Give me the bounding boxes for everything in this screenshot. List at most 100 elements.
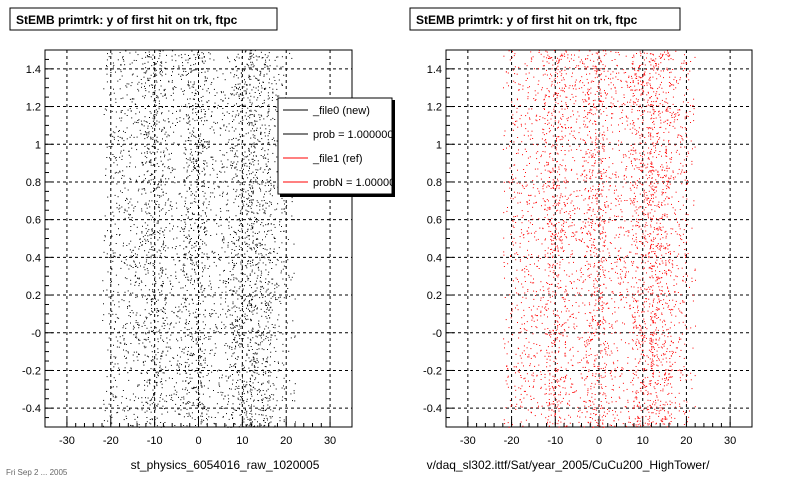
scatter-point [220,160,222,162]
scatter-point [262,398,264,400]
scatter-point [264,193,265,195]
scatter-point [250,419,252,421]
scatter-point [236,74,238,76]
scatter-point [204,77,206,79]
scatter-point [179,363,181,365]
scatter-point [169,339,171,341]
scatter-point [157,341,159,343]
scatter-point [577,415,578,417]
scatter-point [151,230,153,232]
scatter-point [119,336,121,338]
scatter-point [262,143,264,144]
scatter-point [129,201,131,203]
scatter-point [186,290,188,291]
scatter-point [147,170,149,172]
scatter-point [149,400,151,402]
scatter-point [122,245,124,247]
scatter-point [249,385,251,386]
scatter-point [614,59,616,60]
scatter-point [171,170,173,172]
scatter-point [235,341,237,343]
scatter-point [168,168,170,170]
scatter-point [160,85,162,87]
scatter-point [161,130,163,132]
scatter-point [197,336,199,338]
scatter-point [251,311,253,313]
scatter-point [208,204,210,205]
scatter-point [672,309,674,311]
scatter-point [198,390,199,392]
scatter-point [195,317,197,319]
scatter-point [257,343,259,345]
scatter-point [182,270,184,272]
scatter-point [210,116,212,117]
scatter-point [182,348,184,350]
scatter-point [191,255,193,256]
scatter-point [192,130,194,132]
scatter-point [199,401,201,403]
scatter-point [237,370,239,372]
scatter-point [523,256,525,257]
scatter-point [257,177,258,179]
scatter-point [141,83,143,85]
scatter-point [181,364,182,366]
scatter-point [247,115,249,117]
scatter-point [244,386,245,388]
scatter-point [149,175,151,176]
scatter-point [265,207,267,209]
scatter-point [235,215,237,217]
scatter-point [124,210,126,212]
scatter-point [200,421,202,423]
scatter-point [652,354,654,356]
scatter-point [185,403,187,404]
scatter-point [241,297,243,299]
scatter-point [181,196,183,198]
scatter-point [637,214,639,216]
scatter-point [185,319,187,321]
scatter-point [250,398,252,400]
scatter-point [183,167,185,169]
scatter-point [233,188,235,190]
scatter-point [164,156,165,158]
scatter-point [127,351,129,353]
scatter-point [214,102,216,104]
scatter-point [195,338,197,340]
scatter-point [592,373,594,375]
scatter-point [563,79,565,81]
scatter-point [200,404,202,406]
scatter-point [205,198,207,200]
scatter-point [123,339,125,341]
scatter-point [252,353,254,355]
scatter-point [679,356,681,357]
scatter-point [137,88,139,90]
scatter-point [235,320,237,322]
scatter-point [268,104,270,106]
scatter-point [179,109,181,111]
scatter-point [551,57,553,58]
scatter-point [270,421,272,423]
scatter-point [143,322,145,324]
scatter-point [195,103,197,105]
scatter-point [136,356,138,358]
scatter-point [254,372,256,374]
scatter-point [238,385,240,387]
scatter-point [155,204,157,205]
scatter-point [620,299,622,301]
scatter-point [292,400,293,402]
scatter-point [204,231,206,233]
scatter-point [200,144,202,146]
scatter-point [584,256,586,257]
scatter-point [133,210,135,212]
scatter-point [195,137,197,138]
scatter-point [128,305,130,307]
scatter-point [275,109,277,111]
scatter-point [279,420,281,422]
scatter-point [261,384,263,386]
scatter-point [230,150,232,152]
scatter-point [145,261,147,263]
scatter-point [220,224,222,226]
scatter-point [235,334,237,336]
scatter-point [159,400,161,402]
y-tick-label: -0 [31,328,41,340]
scatter-point [659,289,661,291]
